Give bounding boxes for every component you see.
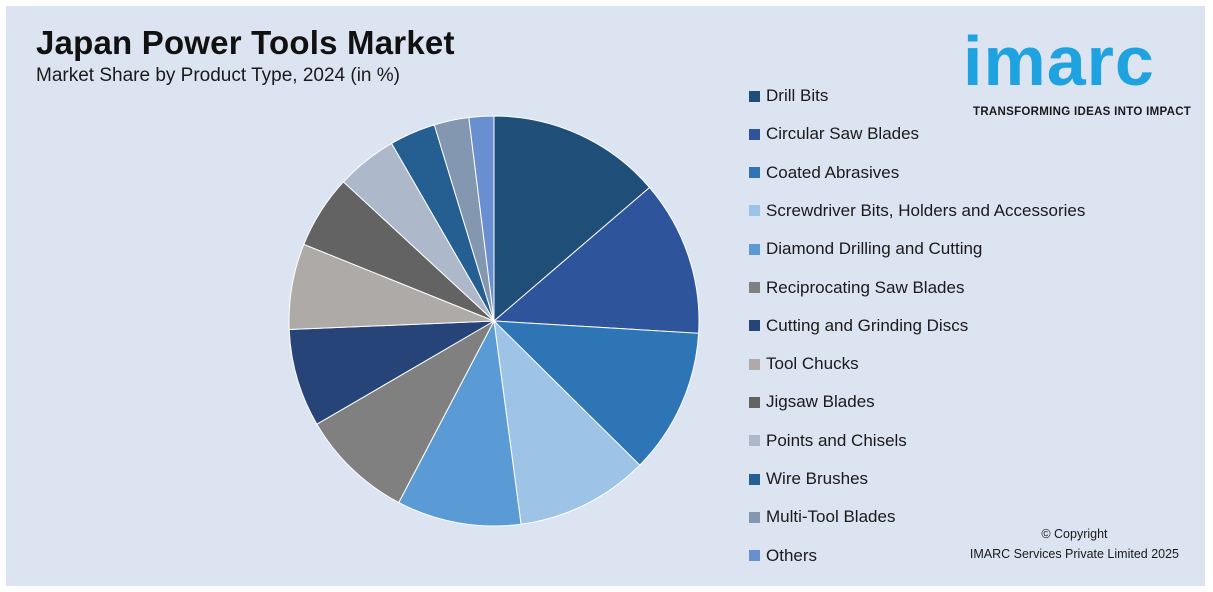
legend-item: Points and Chisels (749, 431, 907, 451)
legend-swatch (749, 320, 760, 332)
legend-item: Wire Brushes (749, 469, 868, 489)
legend-label: Coated Abrasives (766, 162, 900, 182)
imarc-logo: imarc TRANSFORMING IDEAS INTO IMPACT (963, 20, 1199, 124)
legend-item: Drill Bits (749, 86, 828, 106)
copyright-notice: © Copyright IMARC Services Private Limit… (970, 524, 1179, 564)
legend-label: Drill Bits (766, 86, 829, 105)
chart-card: Japan Power Tools Market Market Share by… (6, 6, 1205, 586)
pie-chart (288, 115, 700, 527)
copyright-line-1: © Copyright (1041, 527, 1108, 541)
legend-label: Others (766, 545, 818, 565)
legend-item: Screwdriver Bits, Holders and Accessorie… (749, 201, 1085, 221)
legend-item: Multi-Tool Blades (749, 507, 895, 527)
chart-title: Japan Power Tools Market (36, 24, 455, 61)
legend-label: Points and Chisels (766, 430, 907, 450)
logo-tagline: TRANSFORMING IDEAS INTO IMPACT (973, 106, 1192, 118)
legend-label: Tool Chucks (766, 354, 859, 374)
legend-item: Tool Chucks (749, 354, 859, 374)
legend-swatch (749, 205, 760, 217)
legend-item: Reciprocating Saw Blades (749, 278, 964, 298)
legend-label: Screwdriver Bits, Holders and Accessorie… (766, 200, 1086, 220)
pie-slice-coated-abrasives (492, 320, 700, 466)
legend-swatch (749, 396, 760, 408)
legend-item: Cutting and Grinding Discs (749, 316, 968, 336)
legend-label: Circular Saw Blades (766, 124, 920, 144)
legend-swatch (749, 243, 760, 255)
legend-swatch (749, 128, 760, 140)
legend-item: Diamond Drilling and Cutting (749, 239, 982, 259)
pie-slice-circular-saw-blades (492, 186, 700, 334)
legend-swatch (749, 550, 760, 562)
legend-label: Multi-Tool Blades (766, 507, 896, 527)
legend-swatch (749, 435, 760, 447)
copyright-line-2: IMARC Services Private Limited 2025 (969, 547, 1179, 561)
legend-item: Circular Saw Blades (749, 124, 919, 144)
pie-slice-reciprocating-saw-blades (316, 319, 496, 504)
legend-swatch (749, 90, 760, 102)
legend-swatch (749, 167, 760, 179)
legend-item: Jigsaw Blades (749, 392, 875, 412)
chart-subtitle: Market Share by Product Type, 2024 (in %… (36, 65, 400, 86)
pie-slice-others (468, 115, 495, 322)
legend-swatch (749, 473, 760, 485)
legend-label: Cutting and Grinding Discs (766, 315, 969, 335)
legend-item: Coated Abrasives (749, 163, 899, 183)
logo-wordmark: imarc (963, 22, 1155, 100)
legend-label: Wire Brushes (766, 469, 869, 488)
legend-label: Jigsaw Blades (766, 392, 875, 412)
legend-swatch (749, 282, 760, 293)
legend-swatch (749, 511, 760, 523)
legend-label: Diamond Drilling and Cutting (766, 239, 983, 259)
pie-slice-screwdriver-bits-holders-and-accessories (493, 319, 641, 525)
pie-slice-drill-bits (493, 115, 651, 323)
legend-item: Others (749, 546, 817, 566)
pie-slice-diamond-drilling-and-cutting (398, 319, 522, 527)
legend-label: Reciprocating Saw Blades (766, 277, 965, 297)
pie-slice-cutting-and-grinding-discs (288, 320, 495, 425)
legend-swatch (749, 358, 760, 370)
